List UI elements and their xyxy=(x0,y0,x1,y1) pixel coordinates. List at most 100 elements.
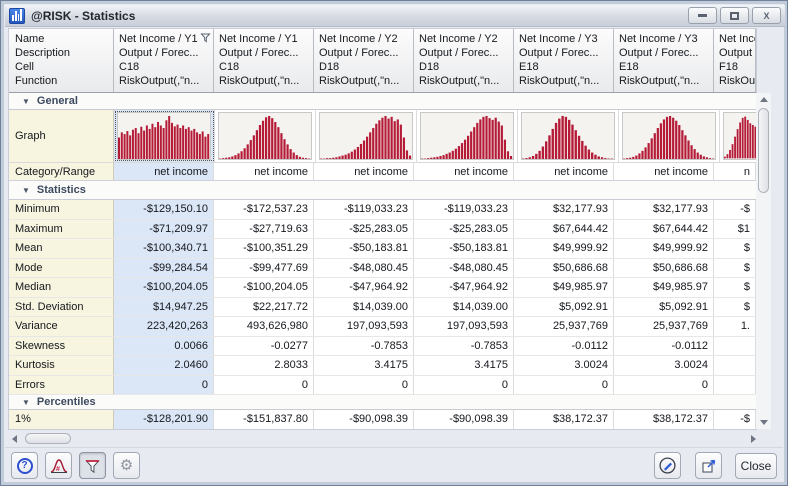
percentile-cell[interactable]: $38,172.37 xyxy=(614,410,714,429)
graph-thumbnail[interactable] xyxy=(417,110,518,162)
graph-thumbnail[interactable] xyxy=(316,110,417,162)
stat-cell[interactable]: $14,947.25 xyxy=(114,297,214,316)
horizontal-scroll-thumb[interactable] xyxy=(25,433,71,444)
stat-cell[interactable]: 223,420,263 xyxy=(114,317,214,336)
scroll-down-icon[interactable] xyxy=(760,420,768,425)
close-window-button[interactable]: X xyxy=(752,7,781,24)
stat-cell[interactable] xyxy=(714,356,756,375)
percentile-cell[interactable]: -$90,098.39 xyxy=(414,410,514,429)
column-header[interactable]: Net Income / Y3 Output / Forec... E18 RiskO… xyxy=(514,29,614,92)
stat-cell[interactable]: $50,686.68 xyxy=(514,258,614,277)
column-header[interactable]: Net Income / Y2 Output / Forec... D18 RiskO… xyxy=(314,29,414,92)
stat-cell[interactable]: 0 xyxy=(614,375,714,394)
stat-cell[interactable]: $5,092.91 xyxy=(514,297,614,316)
graph-thumbnail[interactable] xyxy=(720,110,756,162)
minimize-button[interactable] xyxy=(688,7,717,24)
stat-cell[interactable]: -$99,284.54 xyxy=(114,258,214,277)
stat-cell[interactable]: 493,626,980 xyxy=(214,317,314,336)
stat-cell[interactable]: 3.4175 xyxy=(314,356,414,375)
percentile-cell[interactable]: -$ xyxy=(714,410,756,429)
stat-cell[interactable]: 2.8033 xyxy=(214,356,314,375)
stat-cell[interactable]: $32,177.93 xyxy=(514,200,614,219)
vertical-scrollbar[interactable] xyxy=(756,93,771,429)
vertical-scroll-thumb[interactable] xyxy=(758,108,769,193)
stat-cell[interactable]: -0.0277 xyxy=(214,336,314,355)
stat-cell[interactable]: $ xyxy=(714,258,756,277)
section-statistics[interactable]: ▼ Statistics xyxy=(9,181,756,200)
category-cell[interactable]: net income xyxy=(514,163,614,180)
stat-cell[interactable]: 0 xyxy=(214,375,314,394)
percentile-cell[interactable]: -$151,837.80 xyxy=(214,410,314,429)
stat-cell[interactable]: -$71,209.97 xyxy=(114,219,214,238)
collapse-arrow-icon[interactable]: ▼ xyxy=(22,185,30,195)
help-button[interactable]: ? xyxy=(11,452,38,479)
column-filter-icon[interactable] xyxy=(200,32,211,43)
stat-cell[interactable]: -$47,964.92 xyxy=(314,278,414,297)
stat-cell[interactable]: -$50,183.81 xyxy=(414,239,514,258)
maximize-button[interactable] xyxy=(720,7,749,24)
stat-cell[interactable]: -$100,204.05 xyxy=(214,278,314,297)
section-percentiles[interactable]: ▼ Percentiles xyxy=(9,395,756,410)
percentile-cell[interactable]: $38,172.37 xyxy=(514,410,614,429)
stat-cell[interactable]: -0.7853 xyxy=(314,336,414,355)
scroll-right-icon[interactable] xyxy=(751,435,756,443)
stat-cell[interactable]: $1 xyxy=(714,219,756,238)
category-cell[interactable]: net income xyxy=(614,163,714,180)
settings-button[interactable]: ⚙ xyxy=(113,452,140,479)
stat-cell[interactable]: 197,093,593 xyxy=(414,317,514,336)
stat-cell[interactable]: -$100,351.29 xyxy=(214,239,314,258)
stat-cell[interactable]: 0 xyxy=(514,375,614,394)
stat-cell[interactable]: -$129,150.10 xyxy=(114,200,214,219)
stat-cell[interactable]: 0.0066 xyxy=(114,336,214,355)
graph-thumbnail[interactable] xyxy=(518,110,619,162)
percentile-cell[interactable]: -$128,201.90 xyxy=(114,410,214,429)
column-header[interactable]: Net Income / Y2 Output / Forec... D18 RiskO… xyxy=(414,29,514,92)
stat-cell[interactable]: $5,092.91 xyxy=(614,297,714,316)
stat-cell[interactable]: 197,093,593 xyxy=(314,317,414,336)
section-general[interactable]: ▼ General xyxy=(9,93,756,110)
export-button[interactable] xyxy=(695,452,722,479)
graph-thumbnail[interactable] xyxy=(619,110,720,162)
stat-cell[interactable]: 0 xyxy=(114,375,214,394)
stat-cell[interactable]: $14,039.00 xyxy=(414,297,514,316)
stat-cell[interactable]: -$48,080.45 xyxy=(314,258,414,277)
stat-cell[interactable]: $14,039.00 xyxy=(314,297,414,316)
column-header[interactable]: Net Income / Y1 Output / Forec... C18 RiskO… xyxy=(214,29,314,92)
category-cell[interactable]: net income xyxy=(214,163,314,180)
stat-cell[interactable]: -0.0112 xyxy=(514,336,614,355)
stat-cell[interactable]: $ xyxy=(714,297,756,316)
close-button[interactable]: Close xyxy=(735,452,777,479)
category-cell[interactable]: n xyxy=(714,163,756,180)
stat-cell[interactable]: -0.0112 xyxy=(614,336,714,355)
stat-cell[interactable]: -$100,340.71 xyxy=(114,239,214,258)
column-header[interactable]: Net Income / Y1 Output / Forec... C18 RiskO… xyxy=(114,29,214,92)
stat-cell[interactable]: $49,985.97 xyxy=(614,278,714,297)
collapse-arrow-icon[interactable]: ▼ xyxy=(22,397,30,407)
stat-cell[interactable]: $49,999.92 xyxy=(614,239,714,258)
stat-cell[interactable] xyxy=(714,336,756,355)
graph-options-button[interactable]: # xyxy=(45,452,72,479)
category-cell[interactable]: net income xyxy=(314,163,414,180)
stat-cell[interactable]: 3.0024 xyxy=(514,356,614,375)
stat-cell[interactable]: -$25,283.05 xyxy=(314,219,414,238)
stat-cell[interactable]: -$50,183.81 xyxy=(314,239,414,258)
scroll-left-icon[interactable] xyxy=(12,435,17,443)
stat-cell[interactable]: -$27,719.63 xyxy=(214,219,314,238)
stat-cell[interactable]: 2.0460 xyxy=(114,356,214,375)
stat-cell[interactable]: $49,985.97 xyxy=(514,278,614,297)
stat-cell[interactable]: 0 xyxy=(414,375,514,394)
stat-cell[interactable]: $67,644.42 xyxy=(614,219,714,238)
stat-cell[interactable]: -$47,964.92 xyxy=(414,278,514,297)
stat-cell[interactable]: -$ xyxy=(714,200,756,219)
stat-cell[interactable]: $32,177.93 xyxy=(614,200,714,219)
filter-button[interactable] xyxy=(79,452,106,479)
stat-cell[interactable]: -$119,033.23 xyxy=(314,200,414,219)
horizontal-scrollbar[interactable] xyxy=(9,431,759,446)
stat-cell[interactable]: -$25,283.05 xyxy=(414,219,514,238)
stat-cell[interactable]: 25,937,769 xyxy=(514,317,614,336)
stat-cell[interactable] xyxy=(714,375,756,394)
stat-cell[interactable]: -$119,033.23 xyxy=(414,200,514,219)
stat-cell[interactable]: -$172,537.23 xyxy=(214,200,314,219)
category-cell[interactable]: net income xyxy=(114,163,214,180)
stat-cell[interactable]: 25,937,769 xyxy=(614,317,714,336)
